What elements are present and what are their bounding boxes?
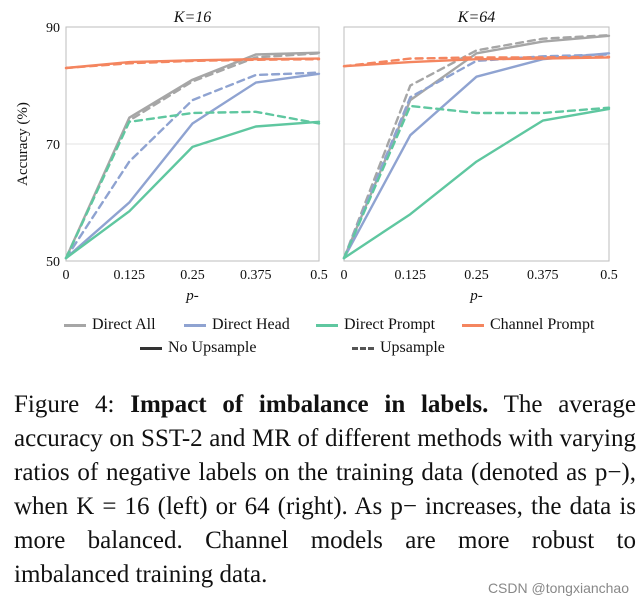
legend-label: Upsample (380, 339, 445, 356)
legend-swatch-solid (140, 346, 162, 350)
panel-2-series-direct-all-solid (342, 34, 611, 260)
panel-2-series-channel-prompt-dashed (342, 55, 611, 68)
panel-2-xtick-label: 0.125 (395, 268, 427, 283)
caption-body: The average accuracy on SST-2 and MR of … (14, 391, 636, 588)
panel-2-xtick-label: 0.5 (600, 268, 618, 283)
panel-1-ylabel: Accuracy (%) (15, 102, 31, 186)
legend-row-methods: Direct All Direct Head Direct Prompt Cha… (0, 316, 644, 338)
legend-item-direct-head: Direct Head (184, 316, 290, 334)
panel-1-xtick-label: 0.25 (180, 268, 205, 283)
panel-1-frame (65, 26, 320, 262)
panel-1-series-direct-prompt-dashed (64, 110, 321, 260)
panel-1-title: K=16 (173, 9, 211, 26)
panel-1-series-direct-all-solid (64, 51, 321, 260)
panel-2-frame (343, 26, 610, 262)
legend-row-upsample: No Upsample Upsample (0, 339, 644, 361)
watermark: CSDN @tongxianchao (484, 580, 632, 596)
panel-2-xtick-label: 0 (341, 268, 348, 283)
legend-item-channel-prompt: Channel Prompt (462, 316, 594, 334)
legend-swatch (316, 323, 338, 327)
legend-label: No Upsample (168, 339, 257, 356)
panel-1-xtick-label: 0 (63, 268, 70, 283)
legend-swatch (64, 323, 86, 327)
legend-swatch (184, 323, 206, 327)
legend-swatch-dashed (352, 346, 374, 350)
legend-label: Channel Prompt (490, 316, 595, 333)
panel-1-ytick-label: 90 (46, 21, 60, 36)
panel-1-series-direct-prompt-solid (64, 120, 321, 260)
panel-1-ytick-label: 70 (46, 138, 60, 153)
panel-1-series-direct-head-solid (64, 72, 321, 260)
legend-swatch (462, 323, 484, 327)
panel-1-xtick-label: 0.5 (310, 268, 328, 283)
panel-2-xlabel: p- (469, 288, 483, 304)
panel-2-series-direct-prompt-solid (342, 107, 611, 260)
legend-item-direct-all: Direct All (64, 316, 156, 334)
panel-2-series-direct-head-dashed (342, 53, 611, 260)
panel-1-ytick-label: 50 (46, 255, 60, 270)
panel-2-title: K=64 (457, 9, 495, 26)
panel-2-series-direct-prompt-dashed (342, 104, 611, 260)
caption-bold: Impact of imbalance in labels. (130, 391, 489, 418)
legend-item-no-upsample: No Upsample (140, 339, 256, 357)
caption-prefix: Figure 4: (14, 391, 131, 418)
panel-1-series-direct-all-dashed (64, 52, 321, 260)
panel-1-xtick-label: 0.125 (114, 268, 146, 283)
panel-1-series-channel-prompt-dashed (64, 58, 321, 70)
panel-2-xtick-label: 0.25 (464, 268, 489, 283)
panel-1-series-direct-head-dashed (64, 71, 321, 260)
panel-1-xtick-label: 0.375 (240, 268, 272, 283)
panel-2-series-direct-all-dashed (342, 34, 611, 260)
panel-2-xtick-label: 0.375 (527, 268, 559, 283)
legend-item-upsample: Upsample (352, 339, 445, 357)
legend-label: Direct Head (212, 316, 290, 333)
legend-label: Direct Prompt (344, 316, 436, 333)
legend-label: Direct All (92, 316, 156, 333)
legend-item-direct-prompt: Direct Prompt (316, 316, 435, 334)
figure-caption: Figure 4: Impact of imbalance in labels.… (14, 388, 636, 592)
panel-1-xlabel: p- (185, 288, 199, 304)
charts-area: K=16 0 0.125 0.25 0.375 0.5 p- 50 70 90 Accuracy (… (15, 9, 618, 304)
